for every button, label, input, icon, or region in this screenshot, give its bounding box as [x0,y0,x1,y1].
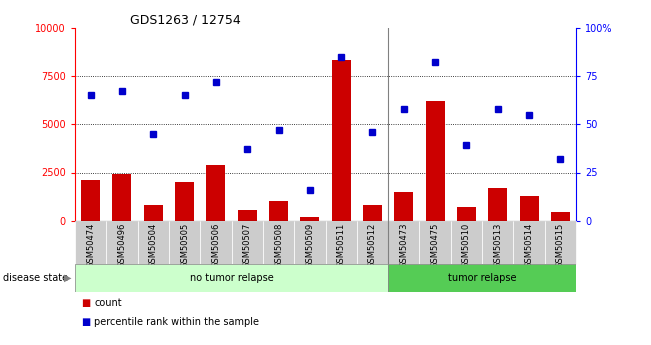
FancyBboxPatch shape [232,221,263,264]
FancyBboxPatch shape [545,221,576,264]
Text: GSM50512: GSM50512 [368,223,377,268]
FancyBboxPatch shape [482,221,514,264]
FancyBboxPatch shape [450,221,482,264]
Text: GSM50474: GSM50474 [86,223,95,268]
Text: GSM50509: GSM50509 [305,223,314,268]
FancyBboxPatch shape [388,264,576,292]
Text: GSM50504: GSM50504 [148,223,158,268]
Text: GSM50513: GSM50513 [493,223,503,268]
Bar [269,201,288,221]
FancyBboxPatch shape [106,221,137,264]
Text: GSM50505: GSM50505 [180,223,189,268]
Text: ■: ■ [81,317,90,327]
Bar [206,165,225,221]
Text: percentile rank within the sample: percentile rank within the sample [94,317,259,327]
Bar [144,205,163,221]
Text: tumor relapse: tumor relapse [448,273,516,283]
Text: GSM50511: GSM50511 [337,223,346,268]
Bar [81,180,100,221]
Text: GSM50508: GSM50508 [274,223,283,268]
FancyBboxPatch shape [294,221,326,264]
Text: GSM50507: GSM50507 [243,223,252,268]
Text: GSM50475: GSM50475 [431,223,439,268]
Text: GSM50496: GSM50496 [117,223,126,268]
Bar [457,207,476,221]
FancyBboxPatch shape [201,221,232,264]
Bar [301,217,319,221]
Text: ▶: ▶ [64,273,72,283]
Text: GSM50473: GSM50473 [399,223,408,268]
Bar [395,192,413,221]
FancyBboxPatch shape [326,221,357,264]
Text: GSM50515: GSM50515 [556,223,565,268]
Text: count: count [94,298,122,308]
Text: disease state: disease state [3,273,68,283]
FancyBboxPatch shape [75,221,106,264]
Text: GSM50514: GSM50514 [525,223,534,268]
FancyBboxPatch shape [169,221,201,264]
Bar [519,196,538,221]
FancyBboxPatch shape [419,221,450,264]
Text: GDS1263 / 12754: GDS1263 / 12754 [130,14,241,27]
Text: GSM50506: GSM50506 [212,223,220,268]
Bar [238,210,256,221]
FancyBboxPatch shape [137,221,169,264]
Bar [113,175,132,221]
Text: GSM50510: GSM50510 [462,223,471,268]
FancyBboxPatch shape [263,221,294,264]
FancyBboxPatch shape [388,221,419,264]
Text: no tumor relapse: no tumor relapse [189,273,273,283]
FancyBboxPatch shape [514,221,545,264]
Bar [332,60,351,221]
Bar [551,212,570,221]
Bar [363,205,382,221]
Bar [175,182,194,221]
FancyBboxPatch shape [357,221,388,264]
Bar [426,101,445,221]
Text: ■: ■ [81,298,90,308]
FancyBboxPatch shape [75,264,388,292]
Bar [488,188,507,221]
